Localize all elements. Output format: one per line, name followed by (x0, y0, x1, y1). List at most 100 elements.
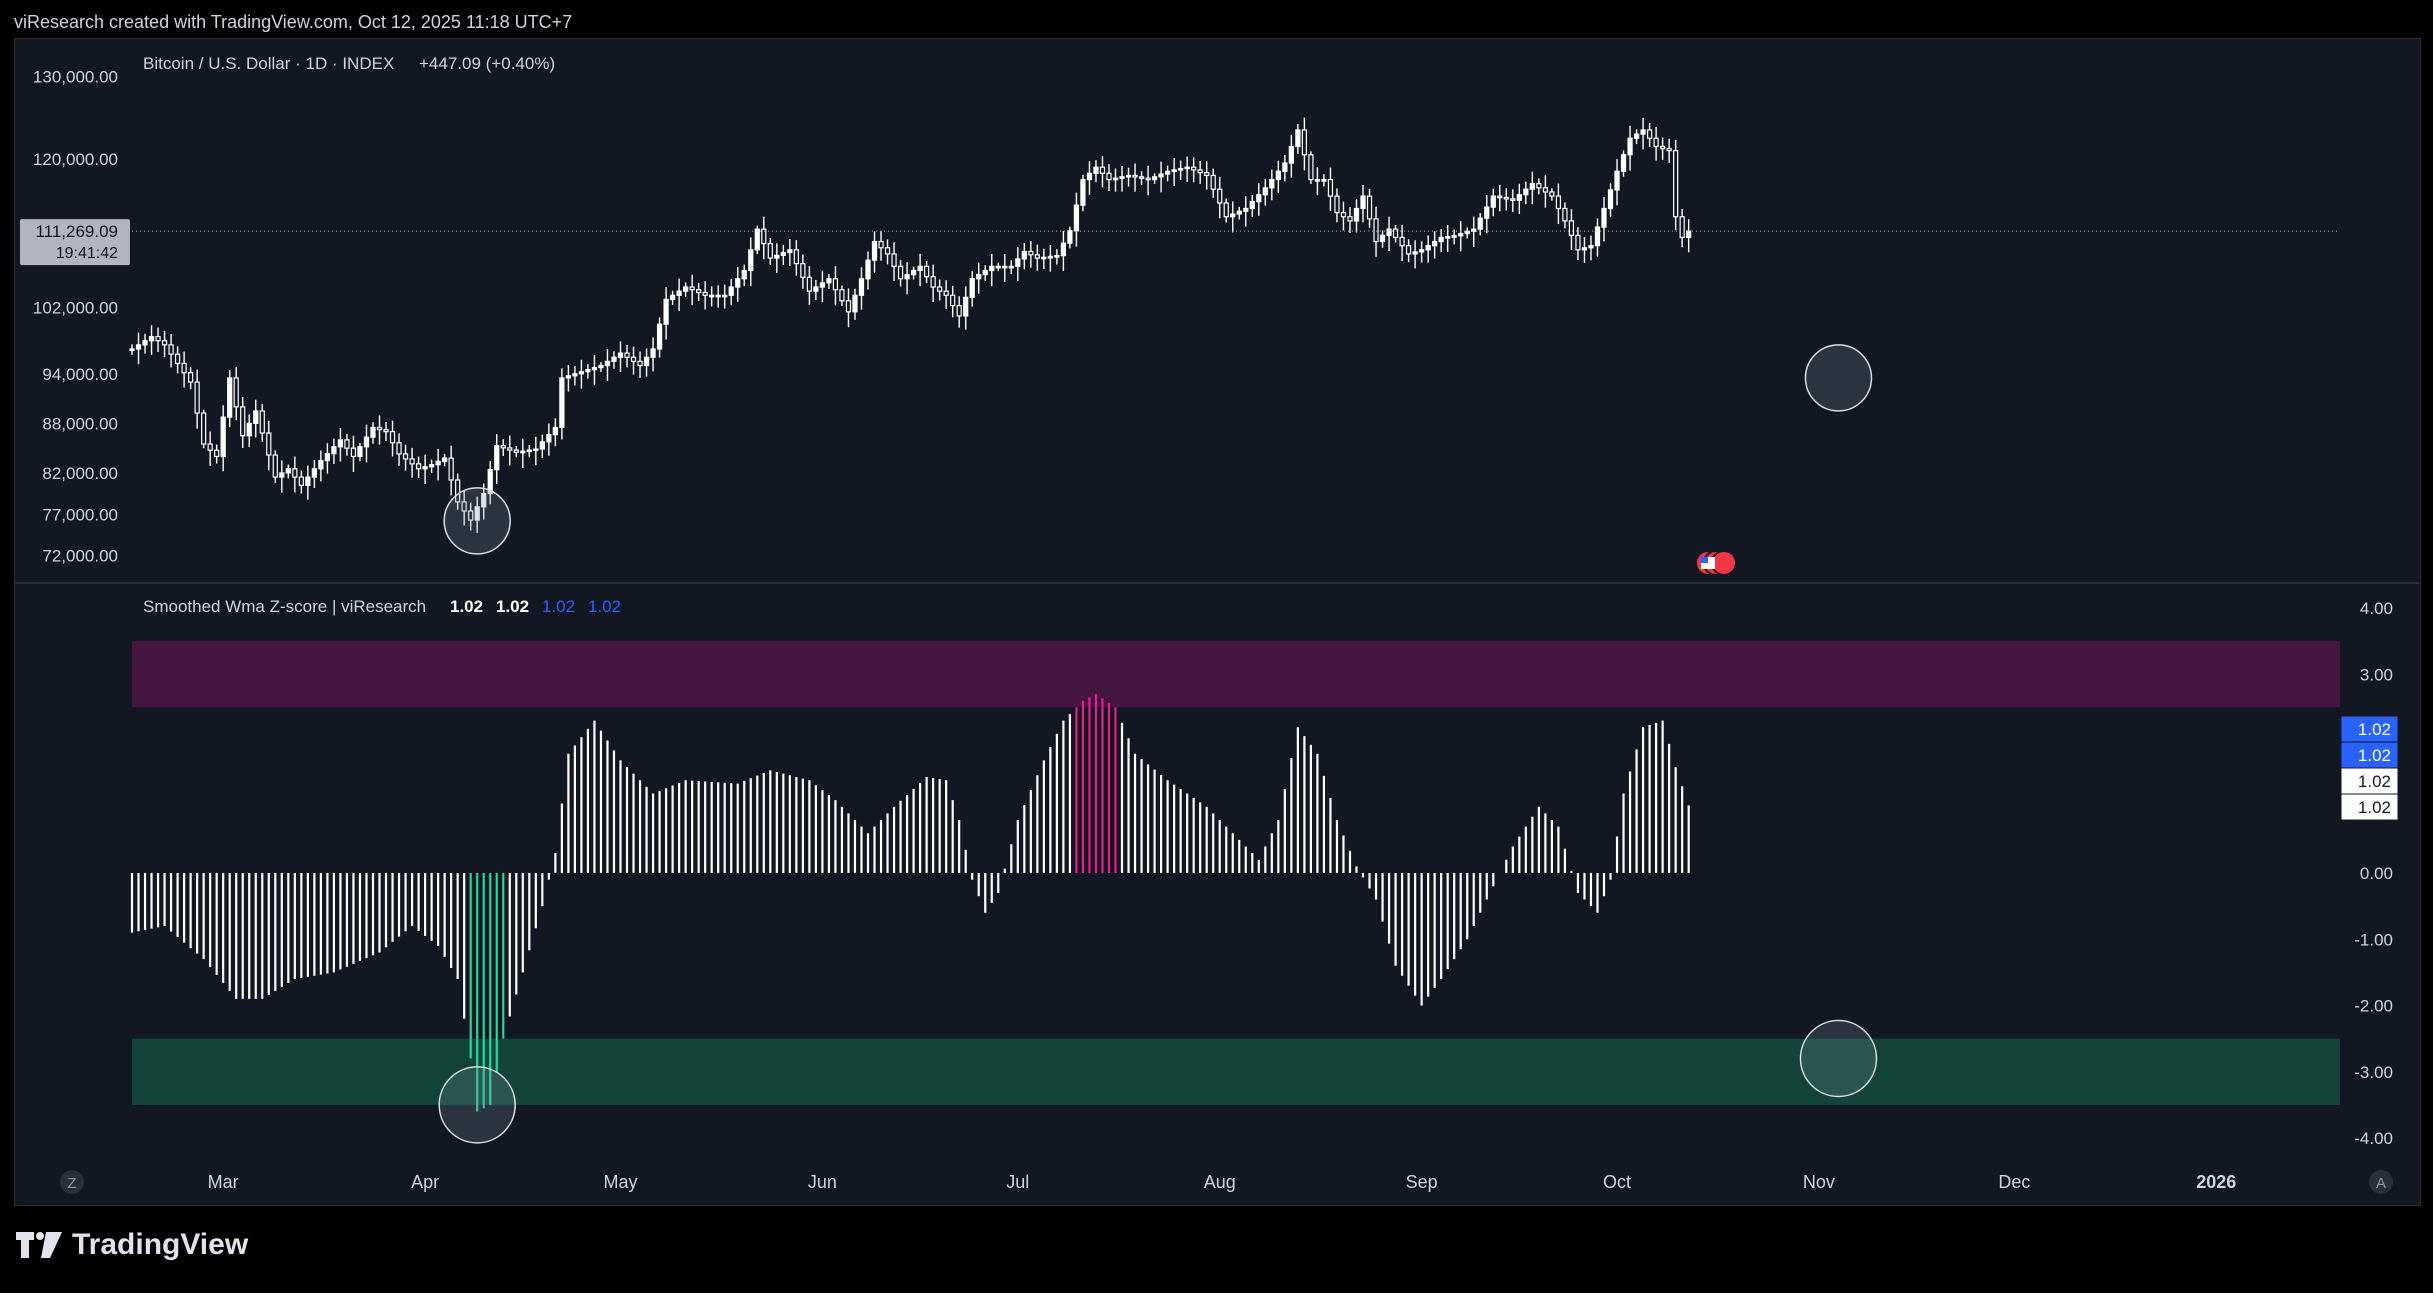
candle-body (1073, 204, 1080, 232)
candle-body (611, 356, 617, 362)
indicator-price-tag (2340, 715, 2399, 743)
candle-body (1542, 187, 1548, 193)
candle-body (806, 276, 812, 292)
time-axis-label: Jun (808, 1172, 837, 1192)
candle-body (1581, 247, 1588, 251)
oscillator-axis-tick-label: 3.00 (2360, 665, 2393, 684)
candle-body (1191, 166, 1197, 171)
candle-body (292, 468, 298, 478)
candle-body (630, 356, 637, 362)
indicator-value: 1.02 (588, 597, 621, 616)
candle-body (396, 442, 402, 455)
candle-body (624, 352, 630, 358)
candle-body (1490, 195, 1496, 208)
time-axis-label: Apr (411, 1172, 439, 1192)
candle-body (1555, 195, 1562, 210)
candle-body (1256, 194, 1262, 203)
candle-body (1471, 228, 1477, 232)
candle-body (227, 377, 233, 418)
candle-body (1060, 242, 1067, 257)
candle-body (494, 445, 500, 471)
candle-body (442, 457, 448, 462)
auto-scale-left-label: Z (67, 1175, 76, 1192)
indicator-price-tag-label: 1.02 (2358, 798, 2391, 817)
candle-body (1627, 137, 1633, 156)
current-price-tag (20, 219, 130, 266)
candle-body (344, 439, 350, 449)
candle-body (917, 265, 923, 272)
candle-body (1301, 129, 1308, 156)
candle-body (741, 269, 747, 280)
candle-body (311, 468, 317, 478)
candle-body (1601, 207, 1607, 228)
candle-body (1340, 212, 1347, 218)
candle-body (240, 406, 246, 437)
candle-body (884, 247, 891, 255)
candle-body (266, 432, 272, 456)
highlight-circle (443, 487, 511, 555)
time-axis-label: Oct (1603, 1172, 1631, 1192)
auto-scale-right-button[interactable] (2369, 1170, 2393, 1194)
candle-body (780, 251, 786, 256)
candle-body (943, 290, 949, 296)
candle-body (389, 431, 396, 444)
indicator-value: 1.02 (496, 597, 529, 616)
candle-body (500, 445, 506, 449)
candle-body (370, 426, 376, 438)
candle-body (1282, 162, 1288, 172)
candle-body (1269, 178, 1275, 189)
candle-body (819, 282, 826, 288)
candle-body (298, 476, 304, 486)
candle-body (1392, 228, 1399, 239)
candle-body (585, 369, 591, 373)
candle-body (207, 443, 213, 451)
candle-body (774, 254, 780, 259)
candle-body (1067, 230, 1073, 244)
time-axis-label: Jul (1006, 1172, 1029, 1192)
economic-event-flag-icon[interactable] (1711, 550, 1737, 576)
candle-body (1295, 129, 1301, 148)
candle-body (976, 274, 982, 280)
candle-body (1620, 154, 1627, 172)
candle-body (181, 362, 187, 374)
candle-body (1607, 189, 1614, 210)
current-price-label: 111,269.09 (35, 222, 118, 241)
candle-body (1236, 210, 1242, 215)
candle-body (1562, 207, 1568, 222)
candle-body (168, 344, 174, 355)
candle-body (1477, 217, 1483, 230)
candle-body (1275, 170, 1281, 181)
indicator-price-tag (2340, 793, 2399, 821)
price-axis-tick-label: 88,000.00 (42, 414, 118, 433)
time-axis-label: Dec (1998, 1172, 2030, 1192)
candle-body (376, 426, 383, 431)
candle-body (748, 249, 754, 272)
candle-body (1653, 137, 1659, 148)
candle-body (1080, 178, 1086, 206)
candle-body (1568, 220, 1575, 236)
auto-scale-right-label: A (2376, 1175, 2386, 1192)
candle-body (813, 286, 819, 292)
candle-body (1510, 198, 1516, 201)
candle-body (1419, 249, 1425, 253)
candle-body (246, 422, 252, 437)
candle-body (507, 447, 513, 451)
candle-body (324, 453, 331, 462)
candle-body (982, 269, 988, 276)
highlight-circle (1799, 1019, 1878, 1098)
zone-oversold (132, 1038, 2340, 1105)
tradingview-brand[interactable]: TradingView (16, 1228, 248, 1262)
candle-body (663, 298, 669, 325)
candle-body (1575, 234, 1581, 251)
candle-body (188, 372, 194, 383)
candle-body (656, 323, 663, 350)
candle-body (129, 348, 135, 352)
indicator-price-tag-label: 1.02 (2358, 746, 2391, 765)
candle-body (1660, 145, 1666, 150)
candle-body (481, 493, 487, 508)
time-axis-label: May (603, 1172, 637, 1192)
candle-body (331, 446, 337, 455)
indicator-price-tag (2340, 741, 2399, 769)
auto-scale-left-button[interactable] (60, 1170, 84, 1194)
